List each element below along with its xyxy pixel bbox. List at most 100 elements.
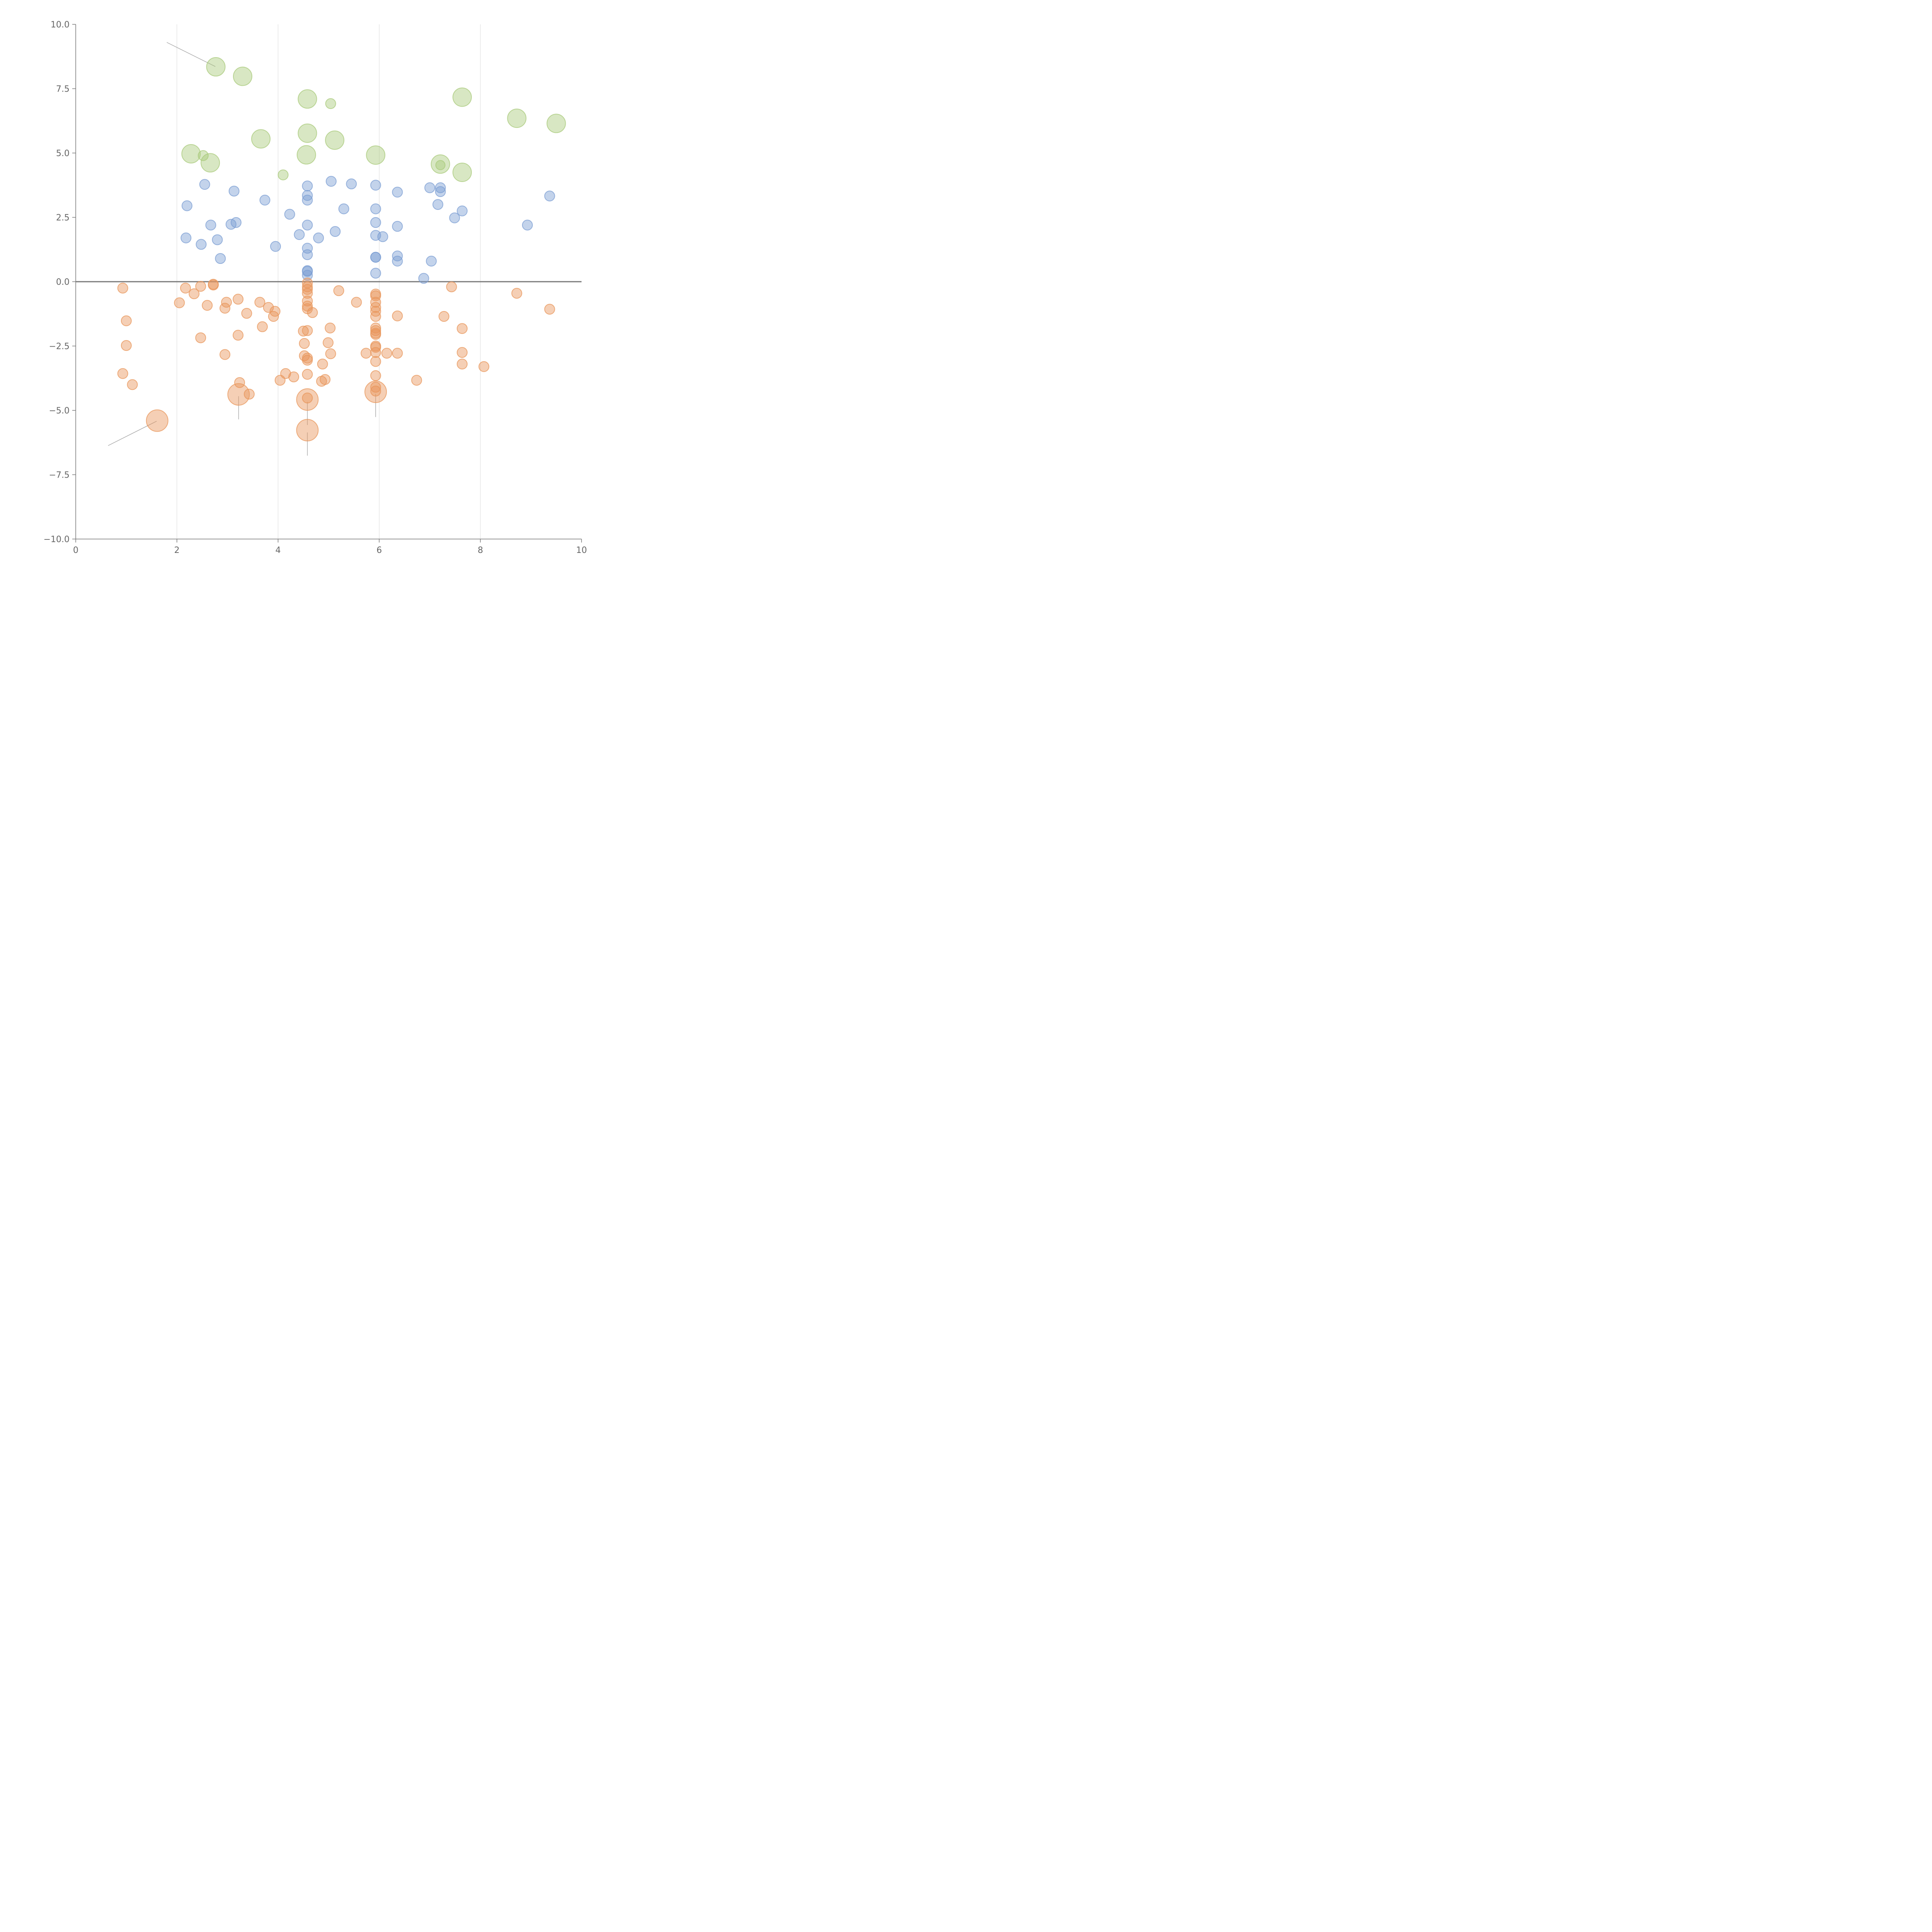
blue-point (544, 190, 555, 202)
orange-point (438, 311, 449, 322)
blue-point (212, 234, 223, 245)
blue-point (199, 179, 210, 190)
y-tick-label: −2.5 (49, 342, 70, 352)
y-tick-label: −10.0 (44, 535, 70, 544)
orange-point (302, 284, 313, 295)
orange-point (127, 379, 138, 390)
green-point (452, 87, 472, 107)
orange-point (361, 348, 372, 359)
blue-point (205, 219, 216, 231)
blue-point (426, 255, 437, 267)
blue-point (392, 187, 403, 198)
annotation-leader-line (108, 421, 157, 446)
orange-point (219, 349, 231, 360)
orange-point (299, 338, 310, 349)
blue-point (370, 268, 381, 279)
orange-point (117, 282, 128, 294)
green-point (325, 130, 345, 150)
blue-point (522, 219, 533, 231)
orange-point (370, 329, 381, 340)
blue-point (424, 182, 435, 193)
blue-point (302, 266, 313, 277)
orange-point (351, 297, 362, 308)
x-tick-labels: 0 2 4 6 8 10 (73, 546, 587, 555)
orange-point (174, 297, 185, 308)
blue-point (370, 252, 381, 263)
orange-point (234, 377, 245, 388)
orange-point (254, 297, 265, 308)
blue-point (302, 270, 313, 281)
green-point (430, 154, 450, 174)
green-point (206, 57, 226, 77)
blue-point (392, 255, 403, 267)
orange-point (280, 368, 291, 379)
x-tick-label: 2 (174, 546, 180, 555)
green-point (233, 66, 252, 86)
blue-point (370, 203, 381, 214)
orange-point (296, 419, 319, 442)
y-tick-label: 7.5 (56, 85, 70, 94)
x-tick-label: 6 (376, 546, 382, 555)
orange-point (370, 386, 381, 397)
blue-point (284, 209, 295, 220)
blue-point (313, 232, 324, 243)
y-tick-label: 10.0 (51, 20, 70, 30)
blue-point (270, 241, 281, 252)
orange-point (241, 308, 252, 319)
orange-point (263, 302, 274, 313)
green-point (277, 169, 289, 180)
orange-point (411, 375, 422, 386)
orange-point (146, 409, 168, 432)
green-point (296, 145, 316, 165)
green-point (366, 145, 386, 165)
green-point (201, 153, 220, 173)
y-tick-labels: 10.0 7.5 5.0 2.5 0.0 −2.5 −5.0 −7.5 −10.0 (44, 20, 70, 544)
blue-point (330, 226, 341, 237)
orange-point (180, 282, 191, 294)
y-tick-label: 2.5 (56, 213, 70, 223)
green-point (197, 150, 209, 161)
blue-point (449, 212, 460, 223)
orange-point (370, 356, 381, 367)
orange-point (307, 307, 318, 318)
orange-point (233, 294, 244, 305)
blue-point (294, 229, 305, 240)
orange-point (457, 323, 468, 334)
orange-point (392, 310, 403, 321)
green-point (251, 129, 271, 149)
orange-point (325, 348, 336, 359)
orange-point (296, 388, 319, 411)
blue-point (346, 178, 357, 189)
blue-point (370, 217, 381, 228)
blue-point (435, 182, 446, 193)
orange-point (189, 288, 200, 299)
blue-point (302, 180, 313, 192)
orange-point (257, 321, 268, 332)
blue-point (418, 273, 429, 284)
orange-point (219, 303, 231, 314)
orange-point (195, 332, 206, 344)
green-point (546, 114, 566, 133)
orange-point (364, 381, 387, 403)
orange-point (288, 371, 299, 383)
blue-point (180, 232, 192, 243)
orange-point (233, 330, 244, 341)
green-point (507, 109, 527, 128)
x-tick-label: 4 (276, 546, 281, 555)
blue-point (432, 199, 444, 210)
orange-point (392, 348, 403, 359)
y-tick-label: −7.5 (49, 471, 70, 480)
green-point (435, 160, 446, 170)
x-tick-label: 10 (576, 546, 587, 555)
blue-point (338, 203, 349, 214)
blue-point (215, 253, 226, 264)
blue-point (392, 221, 403, 232)
y-tick-label: 0.0 (56, 277, 70, 287)
blue-point (326, 176, 337, 187)
blue-point (259, 194, 270, 206)
blue-point (302, 194, 313, 206)
blue-point (302, 190, 313, 201)
green-point (452, 162, 472, 182)
orange-point (370, 370, 381, 381)
green-point (325, 98, 336, 109)
